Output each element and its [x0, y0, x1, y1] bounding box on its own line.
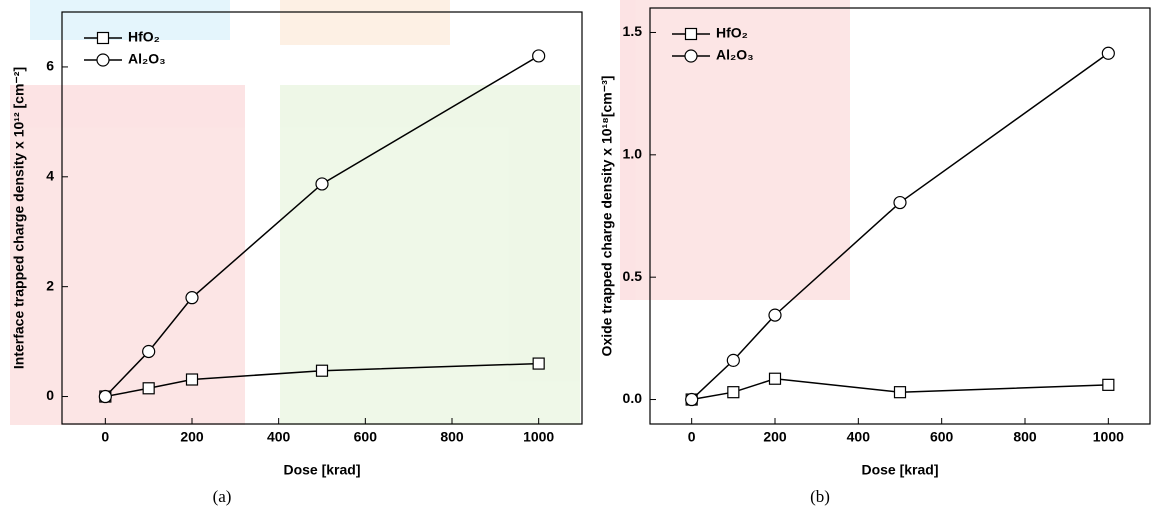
legend-label: HfO₂	[716, 25, 748, 41]
x-tick-label: 800	[1013, 429, 1037, 445]
legend-marker	[96, 53, 110, 67]
marker	[532, 49, 546, 63]
legend-label: Al₂O₃	[128, 51, 166, 67]
legend-marker	[684, 27, 698, 41]
marker	[142, 382, 155, 395]
marker	[315, 177, 329, 191]
marker	[185, 291, 199, 305]
y-tick-label: 0.5	[623, 268, 643, 284]
x-tick-label: 200	[763, 429, 787, 445]
y-tick-label: 0.0	[623, 390, 643, 406]
marker	[893, 386, 907, 399]
marker	[727, 386, 740, 399]
x-tick-label: 200	[180, 429, 204, 445]
marker	[768, 372, 782, 385]
marker	[726, 353, 740, 367]
y-axis-label: Interface trapped charge density x 10¹² …	[11, 67, 27, 369]
marker	[893, 195, 907, 210]
plot-frame	[649, 7, 1151, 425]
x-tick-label: 0	[688, 429, 696, 445]
x-tick-label: 800	[440, 429, 464, 445]
caption: (a)	[213, 487, 232, 506]
x-tick-label: 600	[354, 429, 378, 445]
y-axis-label: Oxide trapped charge density x 10¹⁸[cm⁻³…	[599, 76, 615, 357]
plot-frame	[61, 11, 583, 425]
x-tick-label: 600	[930, 429, 954, 445]
y-tick-label: 2	[46, 277, 54, 293]
marker	[1102, 378, 1115, 391]
marker	[98, 389, 112, 404]
legend-label: HfO₂	[128, 29, 160, 45]
caption: (b)	[810, 487, 830, 506]
legend-marker	[684, 49, 698, 63]
marker	[142, 344, 156, 359]
y-tick-label: 6	[46, 58, 54, 74]
x-tick-label: 1000	[523, 429, 554, 445]
legend-label: Al₂O₃	[716, 47, 754, 63]
marker	[532, 357, 545, 370]
y-tick-label: 4	[46, 168, 54, 184]
legend-marker	[96, 31, 110, 45]
x-tick-label: 0	[101, 429, 109, 445]
y-tick-label: 1.5	[623, 23, 643, 39]
marker	[1101, 46, 1115, 60]
x-axis-label: Dose [krad]	[283, 462, 360, 478]
y-tick-label: 0	[46, 387, 54, 403]
marker	[685, 392, 699, 407]
x-axis-label: Dose [krad]	[861, 462, 938, 478]
marker	[185, 373, 199, 386]
x-tick-label: 400	[267, 429, 291, 445]
x-tick-label: 400	[847, 429, 871, 445]
watermark	[10, 0, 850, 425]
marker	[768, 308, 782, 322]
marker	[315, 364, 329, 377]
y-tick-label: 1.0	[623, 146, 643, 162]
x-tick-label: 1000	[1093, 429, 1124, 445]
